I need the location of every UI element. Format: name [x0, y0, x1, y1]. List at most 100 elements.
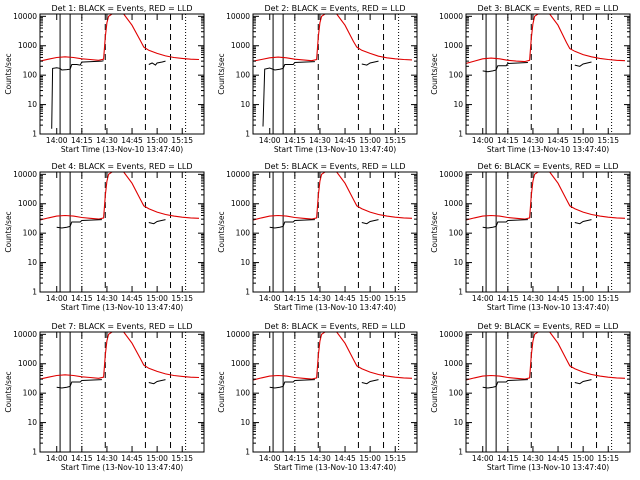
events-series-line	[482, 219, 592, 229]
y-tick-label: 1000	[444, 199, 463, 208]
y-tick-label: 1000	[231, 41, 250, 50]
lld-series-line	[466, 14, 626, 65]
y-axis-label: Counts/sec	[4, 53, 13, 94]
panel-title: Det 8: BLACK = Events, RED = LLD	[265, 322, 406, 331]
plot-frame	[39, 171, 205, 293]
x-tick-label: 14:15	[71, 294, 93, 303]
y-axis-label: Counts/sec	[4, 371, 13, 412]
x-tick-label: 15:00	[359, 454, 381, 463]
plot-frame	[465, 331, 631, 453]
lld-series-line	[253, 14, 413, 62]
y-tick-label: 100	[449, 229, 464, 238]
x-tick-label: 15:00	[359, 136, 381, 145]
x-tick-label: 14:00	[46, 136, 68, 145]
detector-panel-8: Det 8: BLACK = Events, RED = LLD Counts/s…	[217, 322, 418, 472]
x-tick-label: 15:00	[572, 136, 594, 145]
y-tick-label: 10000	[226, 12, 250, 21]
x-tick-label: 14:45	[547, 136, 569, 145]
y-tick-label: 10	[27, 418, 37, 427]
x-axis-label: Start Time (13-Nov-10 13:47:40)	[61, 463, 183, 472]
y-tick-label: 1000	[18, 41, 37, 50]
x-tick-label: 15:00	[572, 294, 594, 303]
x-axis-label: Start Time (13-Nov-10 13:47:40)	[274, 303, 396, 312]
x-axis-label: Start Time (13-Nov-10 13:47:40)	[487, 145, 609, 154]
y-tick-label: 1	[245, 448, 250, 457]
events-series-line	[56, 219, 166, 229]
lld-series-line	[40, 172, 200, 221]
x-tick-label: 14:45	[547, 294, 569, 303]
y-tick-label: 1000	[444, 41, 463, 50]
x-tick-label: 15:15	[384, 136, 406, 145]
y-tick-label: 10	[453, 258, 463, 267]
y-axis-label: Counts/sec	[217, 211, 226, 252]
x-tick-label: 14:45	[121, 294, 143, 303]
x-tick-label: 14:30	[309, 136, 331, 145]
x-tick-label: 15:00	[146, 294, 168, 303]
y-tick-label: 1000	[444, 359, 463, 368]
panel-title: Det 7: BLACK = Events, RED = LLD	[52, 322, 193, 331]
y-tick-label: 1	[32, 288, 37, 297]
x-tick-label: 14:00	[472, 136, 494, 145]
lld-series-line	[253, 172, 413, 221]
x-tick-label: 14:30	[522, 454, 544, 463]
y-tick-label: 10	[240, 258, 250, 267]
y-axis-label: Counts/sec	[217, 53, 226, 94]
detector-panel-2: Det 2: BLACK = Events, RED = LLD Counts/s…	[217, 4, 418, 154]
y-tick-label: 10	[27, 100, 37, 109]
x-tick-label: 14:30	[96, 136, 118, 145]
plot-frame	[252, 331, 418, 453]
x-tick-label: 14:45	[547, 454, 569, 463]
y-tick-label: 1	[458, 448, 463, 457]
x-tick-label: 15:00	[146, 454, 168, 463]
y-axis-label: Counts/sec	[217, 371, 226, 412]
lld-series-line	[466, 172, 626, 221]
y-tick-label: 100	[236, 71, 251, 80]
events-series-line	[56, 379, 166, 389]
plot-frame	[252, 171, 418, 293]
x-tick-label: 15:15	[384, 294, 406, 303]
panel-title: Det 5: BLACK = Events, RED = LLD	[265, 162, 406, 171]
lld-series-line	[466, 332, 626, 381]
panel-title: Det 3: BLACK = Events, RED = LLD	[478, 4, 619, 13]
x-tick-label: 14:00	[46, 454, 68, 463]
y-tick-label: 100	[23, 229, 38, 238]
x-axis-label: Start Time (13-Nov-10 13:47:40)	[61, 303, 183, 312]
x-tick-label: 14:15	[284, 136, 306, 145]
detector-panel-4: Det 4: BLACK = Events, RED = LLD Counts/s…	[4, 162, 205, 312]
x-axis-label: Start Time (13-Nov-10 13:47:40)	[274, 463, 396, 472]
y-tick-label: 1	[458, 130, 463, 139]
x-tick-label: 14:15	[284, 294, 306, 303]
events-series-line	[269, 379, 379, 389]
x-tick-label: 14:45	[334, 454, 356, 463]
x-tick-label: 14:00	[259, 454, 281, 463]
y-tick-label: 100	[23, 389, 38, 398]
x-tick-label: 15:00	[359, 294, 381, 303]
panel-title: Det 4: BLACK = Events, RED = LLD	[52, 162, 193, 171]
x-tick-label: 14:15	[497, 136, 519, 145]
x-tick-label: 14:45	[121, 454, 143, 463]
x-tick-label: 15:15	[171, 454, 193, 463]
y-tick-label: 10	[27, 258, 37, 267]
panel-title: Det 1: BLACK = Events, RED = LLD	[52, 4, 193, 13]
y-tick-label: 10	[240, 418, 250, 427]
x-axis-label: Start Time (13-Nov-10 13:47:40)	[487, 463, 609, 472]
x-tick-label: 14:45	[334, 136, 356, 145]
y-tick-label: 1	[458, 288, 463, 297]
y-tick-label: 10	[453, 100, 463, 109]
y-tick-label: 10000	[13, 330, 37, 339]
events-series-line	[262, 60, 379, 127]
plot-frame	[252, 13, 418, 135]
y-axis-label: Counts/sec	[430, 53, 439, 94]
y-tick-label: 1000	[18, 359, 37, 368]
lld-series-line	[40, 14, 200, 62]
y-axis-label: Counts/sec	[430, 371, 439, 412]
x-tick-label: 14:30	[309, 294, 331, 303]
y-tick-label: 10000	[226, 170, 250, 179]
x-tick-label: 15:15	[171, 294, 193, 303]
x-tick-label: 14:00	[259, 136, 281, 145]
x-tick-label: 14:00	[472, 294, 494, 303]
detector-panel-5: Det 5: BLACK = Events, RED = LLD Counts/s…	[217, 162, 418, 312]
panel-title: Det 6: BLACK = Events, RED = LLD	[478, 162, 619, 171]
y-tick-label: 100	[236, 229, 251, 238]
